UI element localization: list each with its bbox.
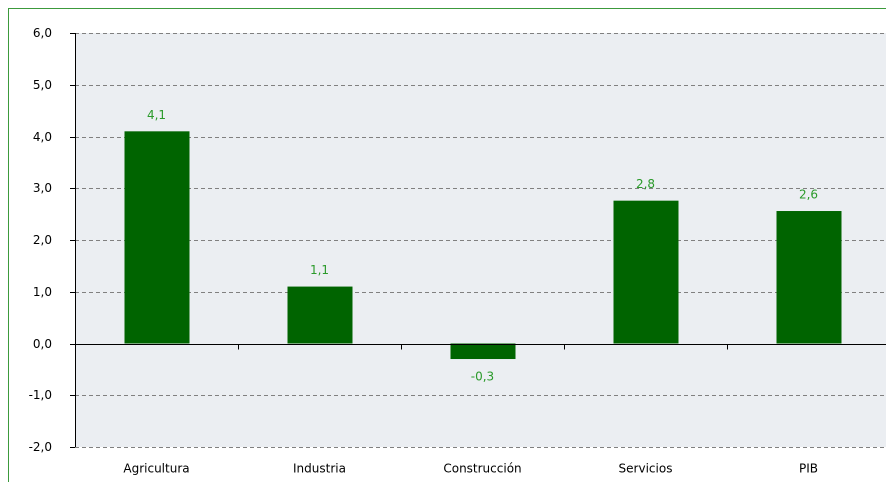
y-tick-label: 2,0 [33,233,52,247]
bar [124,131,190,344]
x-tick-label: Servicios [619,462,673,476]
y-tick-label: 0,0 [33,337,52,351]
x-tick-label: Industria [293,462,346,476]
value-label: 2,8 [636,177,655,191]
x-tick-label: PIB [799,462,818,476]
y-tick-label: -2,0 [29,440,52,454]
x-tick-label: Construcción [443,462,521,476]
value-label: 4,1 [147,108,166,122]
bar [613,200,679,344]
value-label: 2,6 [799,188,818,202]
value-label: -0,3 [471,370,494,384]
bar [450,343,516,360]
y-tick-label: 4,0 [33,130,52,144]
y-tick-label: -1,0 [29,388,52,402]
bar [776,211,842,344]
y-tick-label: 5,0 [33,78,52,92]
x-tick-label: Agricultura [123,462,189,476]
bar [287,286,353,344]
y-tick-label: 1,0 [33,285,52,299]
value-label: 1,1 [310,263,329,277]
y-tick-label: 6,0 [33,26,52,40]
y-tick-label: 3,0 [33,181,52,195]
